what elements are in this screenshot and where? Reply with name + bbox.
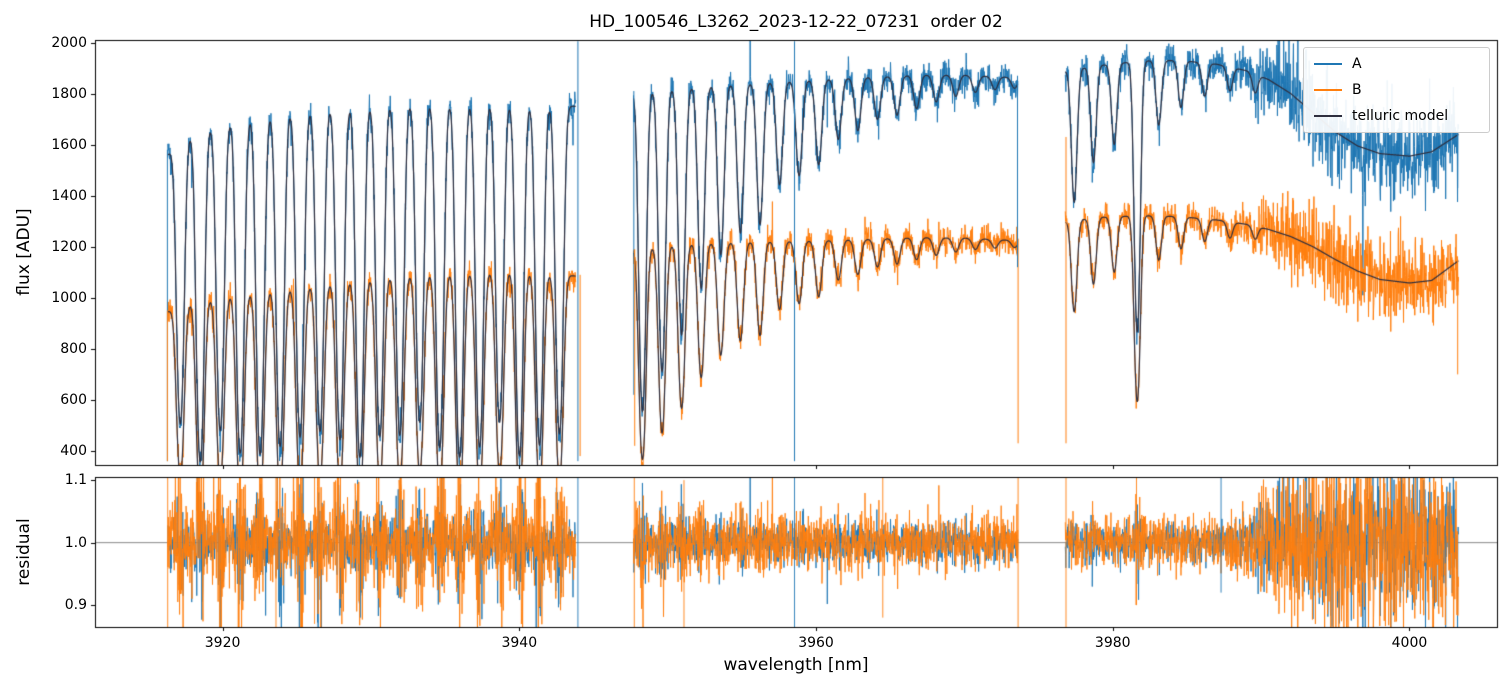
x-tick-label: 4000 [1391, 635, 1428, 651]
x-tick-label: 3960 [798, 635, 834, 651]
residual-tick-label: 1.1 [64, 472, 87, 489]
flux-tick-label: 800 [60, 340, 87, 357]
residual-tick-label: 0.9 [64, 597, 87, 614]
legend-line-b-icon [1314, 89, 1342, 91]
flux-tick-label: 600 [60, 391, 87, 408]
legend-label-a: A [1352, 56, 1362, 72]
plot-title: HD_100546_L3262_2023-12-22_07231 order 0… [589, 12, 1003, 32]
residual-axis-label: residual [14, 518, 34, 586]
legend-item-telluric-model: telluric model [1314, 108, 1479, 124]
flux-tick-label: 400 [60, 442, 87, 459]
x-axis-label: wavelength [nm] [723, 655, 869, 675]
flux-tick-label: 1000 [51, 289, 87, 306]
flux-tick-label: 1600 [51, 136, 87, 153]
flux-tick-label: 1200 [51, 238, 87, 255]
flux-tick-label: 1800 [51, 85, 87, 102]
legend-item-b: B [1314, 82, 1479, 98]
legend-label-b: B [1352, 82, 1362, 98]
legend-label-telluric: telluric model [1352, 108, 1449, 124]
x-tick-label: 3980 [1094, 635, 1131, 651]
flux-tick-label: 1400 [51, 187, 87, 204]
legend-item-a: A [1314, 56, 1479, 72]
flux-tick-label: 2000 [51, 34, 87, 51]
residual-tick-label: 1.0 [64, 534, 87, 551]
x-tick-label: 3940 [501, 635, 538, 651]
x-tick-label: 3920 [204, 635, 241, 651]
legend: A B telluric model [1303, 47, 1490, 133]
legend-line-a-icon [1314, 63, 1342, 65]
legend-line-telluric-icon [1314, 115, 1342, 117]
flux-axis-label: flux [ADU] [14, 208, 34, 296]
